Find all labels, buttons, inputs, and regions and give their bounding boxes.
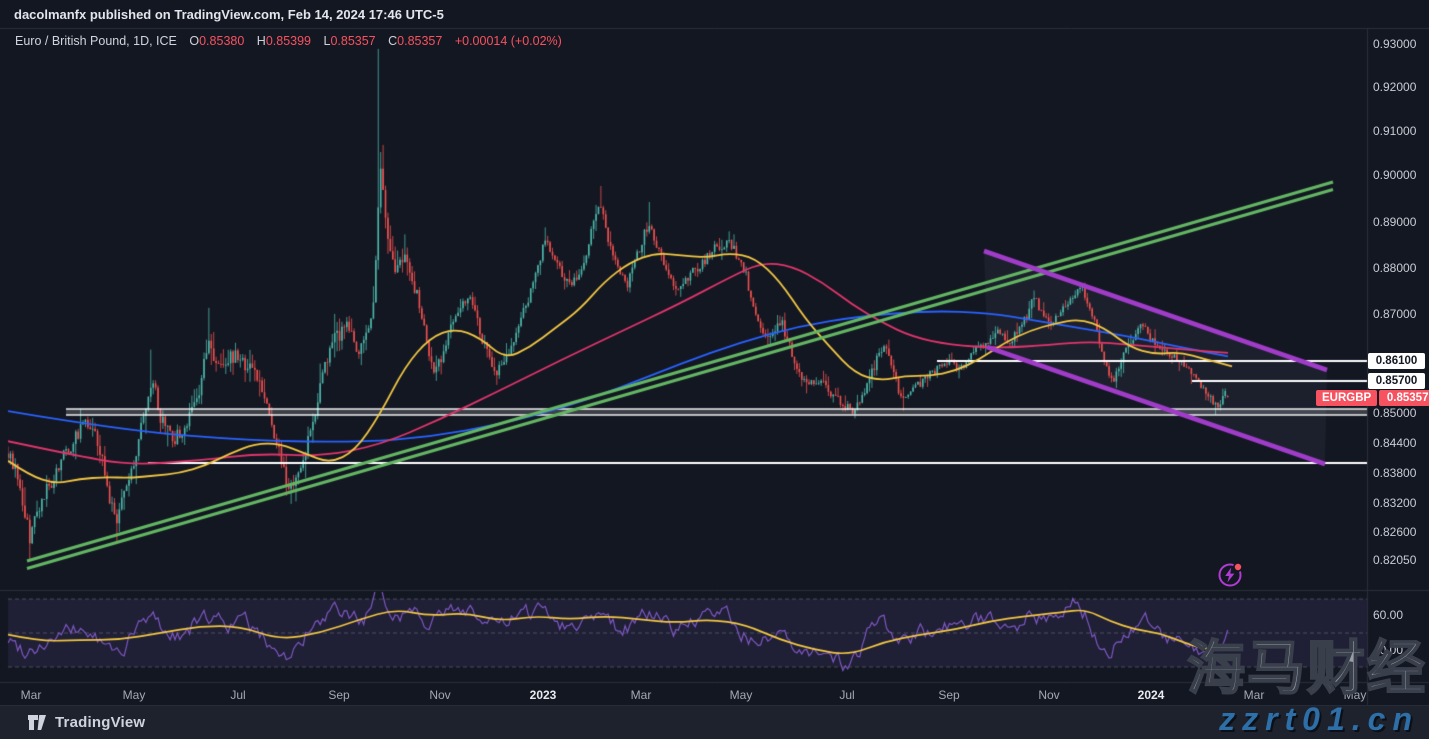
price-tick-label: 0.82050 — [1373, 553, 1417, 567]
watermark-url: zzrt01.cn — [1219, 701, 1419, 737]
ohlc-open-label: O — [189, 34, 200, 48]
symbol-title[interactable]: Euro / British Pound, 1D, ICE — [15, 34, 177, 48]
time-tick-label: 2023 — [529, 688, 557, 702]
time-tick-label: Mar — [20, 688, 42, 702]
level-price-label-1: 0.86100 — [1368, 353, 1425, 369]
ohlc-high-value: 0.85399 — [265, 34, 311, 48]
ohlc-close-value: 0.85357 — [397, 34, 443, 48]
publish-header: dacolmanfx published on TradingView.com,… — [14, 7, 444, 22]
time-tick-label: Nov — [429, 688, 451, 702]
price-tick-label: 0.89000 — [1373, 215, 1417, 229]
rsi-tick-40: 40.00 — [1373, 643, 1404, 657]
time-tick-label: Mar — [1243, 688, 1265, 702]
time-tick-label: May — [1343, 688, 1367, 702]
time-tick-label: Jul — [839, 688, 855, 702]
last-price-row: EURGBP 0.85357 — [1316, 390, 1429, 406]
ohlc-low-value: 0.85357 — [330, 34, 376, 48]
price-tick-label: 0.85000 — [1373, 406, 1417, 420]
price-tick-label: 0.90000 — [1373, 168, 1417, 182]
price-tick-label: 0.87000 — [1373, 307, 1417, 321]
ohlc-open-value: 0.85380 — [199, 34, 245, 48]
lightning-bolt-icon — [1225, 567, 1235, 583]
time-tick-label: Mar — [630, 688, 652, 702]
price-tick-label: 0.93000 — [1373, 37, 1417, 51]
ohlc-close-label: C — [388, 34, 398, 48]
time-tick-label: May — [122, 688, 146, 702]
price-tick-label: 0.82600 — [1373, 525, 1417, 539]
time-tick-label: Jul — [230, 688, 246, 702]
symbol-legend[interactable]: Euro / British Pound, 1D, ICE O0.85380 H… — [15, 34, 562, 48]
time-tick-label: Sep — [328, 688, 350, 702]
footer-bar: TradingView — [0, 705, 1429, 739]
level-price-label-2: 0.85700 — [1368, 373, 1425, 389]
price-tick-label: 0.92000 — [1373, 80, 1417, 94]
price-tick-label: 0.84400 — [1373, 436, 1417, 450]
price-tick-label: 0.83800 — [1373, 466, 1417, 480]
watermark-cn: 海马财经 — [1186, 636, 1427, 701]
last-price-label: 0.85357 — [1379, 390, 1429, 406]
time-tick-label: Sep — [938, 688, 960, 702]
rsi-tick-60: 60.00 — [1373, 608, 1404, 622]
time-tick-label: May — [729, 688, 753, 702]
ohlc-high-label: H — [256, 34, 266, 48]
flash-idea-icon[interactable] — [1215, 560, 1245, 590]
change-value: +0.00014 (+0.02%) — [454, 34, 562, 48]
time-tick-label: 2024 — [1137, 688, 1165, 702]
ohlc-low-label: L — [323, 34, 331, 48]
tradingview-logo-icon[interactable] — [28, 714, 47, 731]
notification-dot — [1234, 563, 1242, 571]
price-tick-label: 0.88000 — [1373, 261, 1417, 275]
price-tick-label: 0.83200 — [1373, 496, 1417, 510]
tradingview-brand[interactable]: TradingView — [55, 714, 146, 731]
price-tick-label: 0.91000 — [1373, 124, 1417, 138]
symbol-badge: EURGBP — [1316, 390, 1378, 406]
time-tick-label: Nov — [1038, 688, 1060, 702]
